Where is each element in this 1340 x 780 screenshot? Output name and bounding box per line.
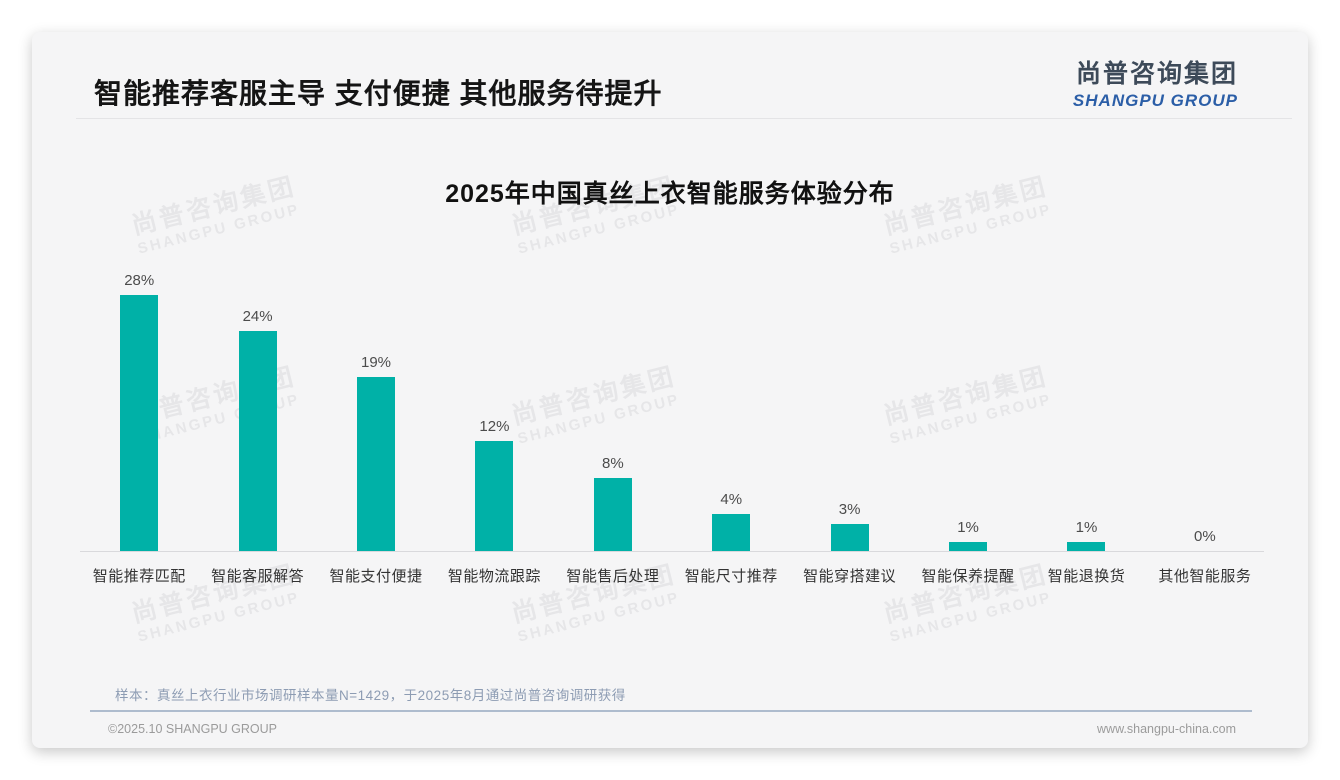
bar [120,295,159,551]
bar-group: 0% [1146,240,1264,551]
category-label: 智能售后处理 [566,568,660,585]
bar-value-label: 4% [720,491,743,508]
bar-group: 19% [317,240,435,551]
logo-chinese-text: 尚普咨询集团 [1075,60,1238,88]
bar-value-label: 1% [1075,519,1098,536]
footer: ©2025.10 SHANGPU GROUP www.shangpu-china… [108,722,1236,736]
copyright-text: ©2025.10 SHANGPU GROUP [108,722,277,736]
bar-chart-plot-area: 28% 24% 19% 12% 8% 4% 3% 1% 1% 0% [80,240,1264,552]
bar-group: 1% [909,240,1027,551]
bar-group: 8% [554,240,672,551]
bar [238,331,277,551]
bar [949,542,988,551]
page-title: 智能推荐客服主导 支付便捷 其他服务待提升 [94,78,663,109]
category-label: 智能推荐匹配 [92,568,186,585]
bar-chart-category-axis: 智能推荐匹配 智能客服解答 智能支付便捷 智能物流跟踪 智能售后处理 智能尺寸推荐 智能穿搭… [80,552,1264,586]
category-label: 智能穿搭建议 [803,568,897,585]
bar-value-label: 24% [242,308,273,325]
category-label: 其他智能服务 [1158,568,1252,585]
bar-value-label: 19% [361,354,392,371]
report-card: 尚普咨询集团 SHANGPU GROUP 尚普咨询集团 SHANGPU GROUP 尚普… [32,32,1308,748]
bar-value-label: 3% [838,501,861,518]
bar-value-label: 1% [957,519,979,536]
logo-english-text: SHANGPU GROUP [1072,91,1238,110]
footer-divider [90,710,1252,712]
bar-group: 28% [80,240,198,551]
category-label: 智能客服解答 [211,568,305,585]
bar-value-label: 8% [601,455,624,472]
bar-value-label: 12% [479,418,510,435]
sample-note: 样本：真丝上衣行业市场调研样本量N=1429，于2025年8月通过尚普咨询调研获… [115,688,626,703]
category-label: 智能保养提醒 [921,568,1015,585]
category-label: 智能退换货 [1047,568,1126,585]
bar-group: 24% [198,240,316,551]
bar-value-label: 28% [124,272,155,289]
category-label: 智能物流跟踪 [447,568,541,585]
bar [712,514,751,551]
bar-group: 1% [1027,240,1145,551]
category-label: 智能尺寸推荐 [684,568,778,585]
company-logo: 尚普咨询集团 SHANGPU GROUP [1073,54,1238,111]
bar-value-label: 0% [1194,528,1216,545]
title-divider [76,118,1292,119]
bar [830,524,869,551]
chart-title: 2025年中国真丝上衣智能服务体验分布 [445,180,895,208]
website-url: www.shangpu-china.com [1097,722,1236,736]
bar-chart: 28% 24% 19% 12% 8% 4% 3% 1% 1% 0% 智能推荐匹配 智能客服解答 智能支… [80,240,1264,586]
bar [475,441,514,551]
bar [1067,542,1106,551]
bar-group: 12% [435,240,553,551]
bar-group: 4% [672,240,790,551]
bar [593,478,632,551]
bar [357,377,396,551]
bar-group: 3% [790,240,908,551]
category-label: 智能支付便捷 [329,568,423,585]
